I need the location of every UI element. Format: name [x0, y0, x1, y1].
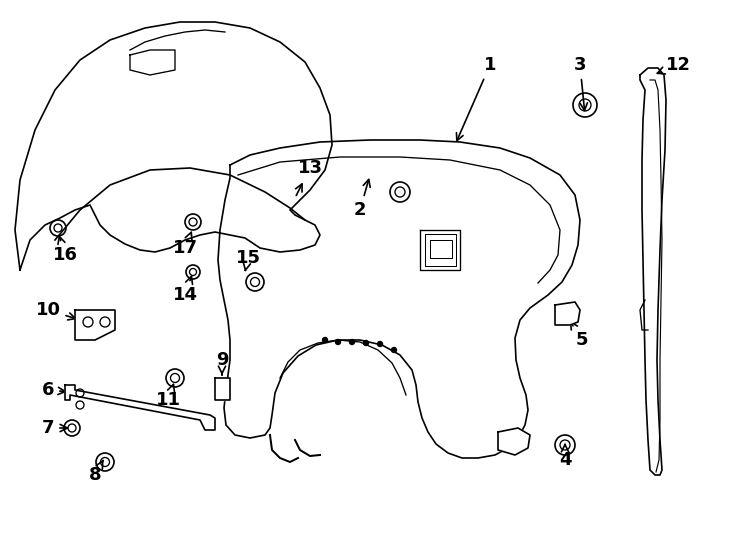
Text: 6: 6	[42, 381, 65, 399]
Text: 1: 1	[457, 56, 496, 141]
Circle shape	[349, 340, 355, 345]
Text: 5: 5	[570, 322, 588, 349]
Text: 3: 3	[574, 56, 587, 110]
Text: 7: 7	[42, 419, 68, 437]
Circle shape	[335, 340, 341, 345]
Text: 16: 16	[53, 237, 78, 264]
Text: 9: 9	[216, 351, 228, 375]
Polygon shape	[498, 428, 530, 455]
Circle shape	[377, 341, 382, 347]
Text: 14: 14	[172, 276, 197, 304]
Polygon shape	[75, 310, 115, 340]
Text: 11: 11	[156, 384, 181, 409]
Polygon shape	[640, 68, 666, 475]
Text: 17: 17	[172, 232, 197, 257]
Polygon shape	[65, 385, 215, 430]
Text: 15: 15	[236, 249, 261, 271]
Text: 2: 2	[354, 179, 370, 219]
Text: 13: 13	[296, 159, 322, 195]
Text: 4: 4	[559, 444, 571, 469]
Text: 12: 12	[658, 56, 691, 74]
Polygon shape	[218, 140, 580, 458]
Polygon shape	[555, 302, 580, 325]
Text: 8: 8	[89, 461, 103, 484]
Circle shape	[391, 348, 396, 353]
Polygon shape	[15, 22, 332, 270]
Polygon shape	[215, 378, 230, 400]
Text: 10: 10	[35, 301, 76, 320]
Circle shape	[363, 341, 368, 346]
Circle shape	[322, 338, 327, 342]
